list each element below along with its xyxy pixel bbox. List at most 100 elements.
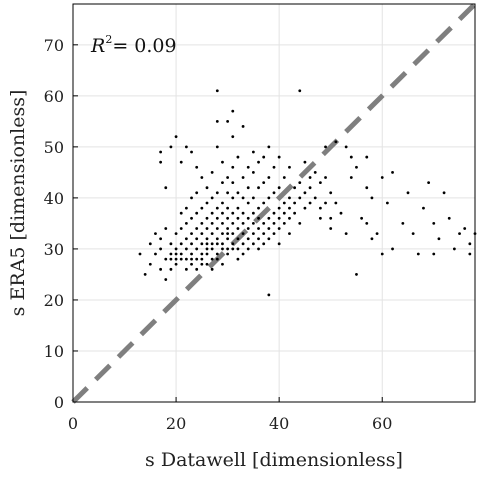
- data-point: [169, 242, 173, 246]
- data-point: [205, 201, 209, 205]
- plot-frame: [72, 3, 476, 403]
- data-point: [329, 191, 333, 195]
- data-point: [308, 176, 312, 179]
- data-point: [195, 191, 199, 195]
- data-point: [324, 176, 327, 179]
- data-point: [200, 222, 204, 225]
- data-point: [267, 176, 271, 179]
- data-point: [231, 165, 235, 169]
- data-point: [468, 252, 472, 256]
- data-point: [246, 165, 250, 169]
- data-point: [159, 237, 163, 241]
- data-point: [251, 170, 255, 174]
- data-point: [179, 211, 183, 215]
- data-point: [241, 196, 245, 200]
- data-point: [184, 237, 188, 241]
- data-point: [365, 186, 369, 190]
- data-point: [205, 247, 209, 251]
- data-point: [313, 170, 317, 174]
- data-point: [210, 247, 214, 251]
- data-point: [447, 216, 451, 220]
- data-point: [221, 181, 224, 184]
- data-point: [236, 227, 240, 230]
- r-squared-annotation: R2= 0.09: [90, 33, 177, 57]
- data-point: [169, 145, 173, 149]
- data-point: [241, 242, 245, 246]
- data-point: [277, 242, 281, 246]
- data-point: [391, 170, 394, 174]
- data-point: [303, 206, 307, 210]
- data-point: [210, 196, 214, 200]
- data-point: [360, 216, 364, 220]
- data-point: [226, 119, 230, 123]
- data-point: [308, 201, 312, 205]
- data-point: [282, 211, 286, 215]
- data-point: [452, 247, 456, 251]
- data-point: [154, 252, 157, 256]
- data-point: [231, 135, 235, 139]
- data-point: [215, 242, 219, 246]
- data-point: [174, 257, 178, 261]
- data-point: [231, 181, 235, 184]
- data-point: [334, 201, 338, 205]
- data-point: [251, 242, 255, 246]
- data-point: [282, 222, 286, 225]
- data-point: [298, 181, 302, 184]
- data-point: [246, 247, 250, 251]
- data-point: [272, 222, 276, 225]
- data-point: [246, 237, 250, 241]
- data-point: [231, 232, 235, 236]
- ticks-layer: 0 20 40 60 0 10 20 30 40 50 60 70: [44, 36, 393, 433]
- data-point: [318, 181, 322, 184]
- data-point: [380, 176, 384, 179]
- data-point: [215, 216, 219, 220]
- r-squared-annotation-value: = 0.09: [112, 35, 176, 57]
- data-point: [195, 165, 199, 169]
- data-point: [267, 196, 271, 200]
- data-point: [164, 278, 168, 281]
- data-point: [277, 155, 281, 159]
- data-point: [282, 201, 286, 205]
- data-point: [226, 206, 230, 210]
- data-point: [195, 237, 199, 241]
- data-point: [329, 227, 333, 230]
- data-point: [205, 252, 209, 256]
- data-point: [143, 273, 147, 276]
- data-point: [272, 211, 276, 215]
- data-point: [334, 140, 338, 144]
- data-point: [205, 186, 209, 190]
- data-point: [200, 252, 204, 256]
- data-point: [190, 252, 193, 256]
- data-point: [318, 206, 322, 210]
- x-axis-label: s Datawell [dimensionless]: [145, 449, 403, 471]
- data-point: [221, 201, 224, 205]
- data-point: [179, 242, 183, 246]
- data-point: [277, 227, 281, 230]
- data-point: [293, 201, 297, 205]
- data-point: [298, 222, 302, 225]
- data-point: [288, 165, 291, 169]
- data-point: [375, 232, 379, 236]
- data-point: [231, 196, 235, 200]
- data-point: [442, 191, 446, 195]
- data-point: [251, 211, 255, 215]
- r-squared-annotation-symbol: R: [90, 35, 105, 57]
- data-point: [210, 267, 214, 271]
- data-point: [391, 247, 394, 251]
- data-point: [184, 145, 188, 149]
- data-point: [385, 201, 389, 205]
- data-point: [215, 257, 219, 261]
- data-point: [324, 145, 327, 149]
- data-point: [215, 191, 219, 195]
- data-point: [164, 186, 168, 190]
- data-point: [159, 267, 163, 271]
- data-point: [221, 211, 224, 215]
- data-point: [251, 196, 255, 200]
- data-point: [169, 267, 173, 271]
- data-point: [205, 237, 209, 241]
- data-point: [293, 186, 297, 190]
- data-point: [179, 252, 183, 256]
- data-point: [241, 176, 245, 179]
- data-point: [159, 160, 163, 164]
